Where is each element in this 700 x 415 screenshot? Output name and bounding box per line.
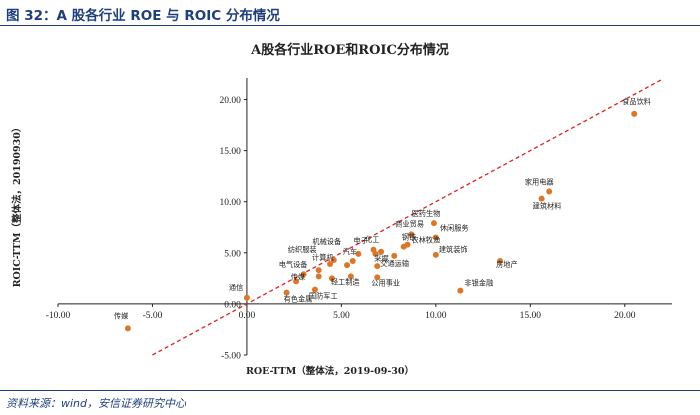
x-tick-label: 15.00 <box>520 311 542 321</box>
data-point <box>355 250 362 257</box>
data-point <box>432 234 439 241</box>
data-point <box>327 261 334 268</box>
point-label: 医药生物 <box>412 209 441 218</box>
y-tick-label: -5.00 <box>221 352 241 362</box>
point-label: 商业贸易 <box>395 219 424 228</box>
point-label: 建筑材料 <box>533 202 562 211</box>
x-tick-label: 20.00 <box>614 311 636 321</box>
y-tick-label: 10.00 <box>220 198 242 208</box>
x-axis-label: ROE-TTM（整体法，2019-09-30） <box>246 365 414 377</box>
point-label: 传媒 <box>114 311 128 320</box>
y-tick-label: 20.00 <box>220 96 242 106</box>
point-label: 农林牧渔 <box>412 236 441 245</box>
data-point <box>243 294 250 301</box>
figure-caption: 图 32：A 股各行业 ROE 与 ROIC 分布情况 <box>6 8 280 24</box>
data-point <box>330 256 337 263</box>
point-label: 计算机 <box>312 253 334 262</box>
point-label: 家用电器 <box>525 178 554 187</box>
point-label: 休闲服务 <box>440 223 469 232</box>
y-axis-label: ROIC-TTM（整体法，20190930） <box>11 123 23 288</box>
x-tick-label: -10.00 <box>46 311 71 321</box>
point-label: 公用事业 <box>371 278 400 287</box>
y-tick-label: 0.00 <box>224 300 241 310</box>
scatter-chart: A股各行业ROE和ROIC分布情况 -10.00 -5.00 0.00 5.00 10.… <box>11 42 672 377</box>
data-point <box>374 274 381 281</box>
point-label: 有色金属 <box>284 295 313 304</box>
x-tick-label: 10.00 <box>425 311 447 321</box>
axes: -10.00 -5.00 0.00 5.00 10.00 15.00 20.00 -5.00 0… <box>46 78 672 362</box>
point-label: 通信 <box>229 283 243 292</box>
data-point <box>374 263 381 270</box>
point-label: 轻工制造 <box>331 277 360 286</box>
chart-title: A股各行业ROE和ROIC分布情况 <box>250 42 449 58</box>
point-label: 房地产 <box>496 260 518 269</box>
point-label: 机械设备 <box>312 237 341 246</box>
x-tick-label: 0.00 <box>239 311 256 321</box>
point-label: 非银金融 <box>464 279 493 288</box>
data-point <box>311 286 318 293</box>
data-point <box>315 273 322 280</box>
point-label: 化工 <box>365 235 379 244</box>
reference-line-group <box>152 78 663 356</box>
y-tick-label: 5.00 <box>224 249 241 259</box>
data-point <box>300 271 307 278</box>
point-label: 采掘 <box>374 254 388 263</box>
data-point <box>378 248 385 255</box>
data-point <box>391 252 398 259</box>
data-point <box>328 275 335 282</box>
data-point <box>124 325 131 332</box>
reference-line <box>152 78 663 356</box>
point-label: 纺织服装 <box>288 245 317 254</box>
x-tick-label: -5.00 <box>143 311 163 321</box>
data-point <box>293 278 300 285</box>
point-label: 汽车 <box>343 247 357 256</box>
point-label: 电气设备 <box>279 260 308 269</box>
data-point <box>347 273 354 280</box>
data-point <box>408 231 415 238</box>
data-points <box>124 110 638 332</box>
data-point <box>400 243 407 250</box>
data-point <box>344 262 351 269</box>
y-tick-label: 15.00 <box>220 147 242 157</box>
point-label: 传媒 <box>291 272 305 281</box>
point-label: 建筑装饰 <box>439 245 468 254</box>
data-point <box>283 289 290 296</box>
point-label: 电子 <box>354 236 368 245</box>
data-point <box>538 195 545 202</box>
data-point <box>546 188 553 195</box>
point-label: 钢铁 <box>402 233 416 242</box>
data-point <box>430 220 437 227</box>
point-label: 交通运输 <box>380 259 409 268</box>
x-tick-label: 5.00 <box>333 311 350 321</box>
source-note: 资料来源：wind，安信证券研究中心 <box>6 397 187 410</box>
data-point <box>457 287 464 294</box>
point-label: 食品饮料 <box>622 97 651 106</box>
point-label: 国防军工 <box>309 292 338 301</box>
data-point <box>372 250 379 257</box>
figure-footer: 资料来源：wind，安信证券研究中心 <box>0 390 700 415</box>
data-point <box>315 267 322 274</box>
data-point <box>432 251 439 258</box>
data-point <box>631 110 638 117</box>
data-point <box>349 257 356 264</box>
data-point <box>497 257 504 264</box>
figure-header: 图 32：A 股各行业 ROE 与 ROIC 分布情况 <box>0 0 700 26</box>
